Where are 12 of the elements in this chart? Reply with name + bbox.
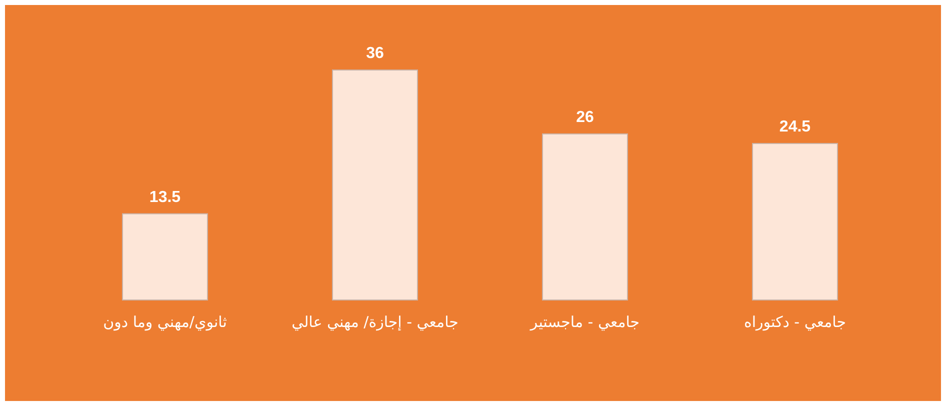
x-tick-label: جامعي - ماجستير bbox=[528, 312, 641, 332]
bar bbox=[332, 70, 418, 300]
bar bbox=[542, 133, 628, 300]
x-tick-label: ثانوي/مهني وما دون bbox=[102, 312, 228, 332]
data-label: 36 bbox=[366, 45, 384, 62]
x-tick-label: جامعي - دكتوراه bbox=[743, 312, 847, 332]
data-label: 26 bbox=[576, 108, 594, 126]
data-label: 24.5 bbox=[779, 118, 811, 136]
data-label: 13.5 bbox=[149, 188, 181, 206]
x-tick-label: جامعي - إجازة/ مهني عالي bbox=[290, 312, 460, 332]
bar bbox=[752, 142, 838, 300]
bar bbox=[122, 213, 208, 300]
